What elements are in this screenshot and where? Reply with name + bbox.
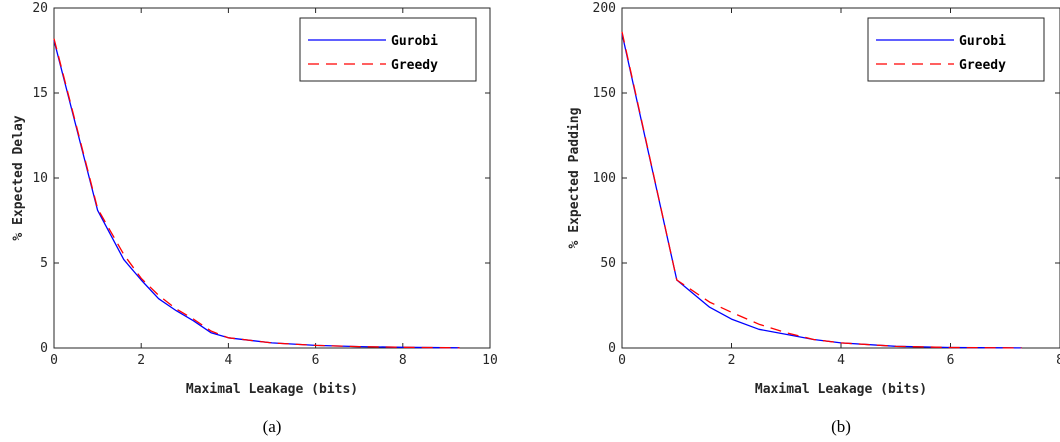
- plot-area: 0 2 4 6 8 10 0 5 10 15 20: [32, 1, 497, 368]
- x-tick-label: 0: [618, 353, 626, 368]
- y-tick-label: 100: [593, 171, 616, 186]
- x-tick-label: 8: [1056, 353, 1060, 368]
- legend-box: [867, 17, 1045, 82]
- x-tick-label: 8: [399, 353, 407, 368]
- x-tick-label: 4: [837, 353, 845, 368]
- x-tick-label: 6: [312, 353, 320, 368]
- x-tick-label: 10: [482, 353, 498, 368]
- series-line-gurobi: [53, 40, 460, 349]
- legend-box: [299, 17, 477, 82]
- series-line-greedy: [53, 38, 460, 349]
- legend-label-greedy: Greedy: [959, 58, 1006, 73]
- x-tick-label: 6: [947, 353, 955, 368]
- legend: Gurobi Greedy: [867, 17, 1045, 82]
- plot-area: 0 2 4 6 8 0 50 100 150 200: [593, 1, 1060, 368]
- chart-panel-a: 0 2 4 6 8 10 0 5 10 15 20 Maximal Leakage (bits) %…: [11, 1, 498, 436]
- x-tick-label: 0: [50, 353, 58, 368]
- legend-label-gurobi: Gurobi: [391, 34, 438, 49]
- series-line-greedy: [621, 31, 1022, 349]
- y-tick-label: 5: [40, 256, 48, 271]
- y-axis-label: % Expected Padding: [567, 108, 582, 249]
- caption-a: (a): [263, 417, 282, 436]
- x-tick-label: 2: [137, 353, 145, 368]
- x-tick-label: 2: [728, 353, 736, 368]
- caption-b: (b): [831, 417, 851, 436]
- x-axis-label: Maximal Leakage (bits): [755, 382, 927, 397]
- y-tick-label: 150: [593, 86, 616, 101]
- legend-label-greedy: Greedy: [391, 58, 438, 73]
- y-tick-label: 15: [32, 86, 48, 101]
- x-axis-label: Maximal Leakage (bits): [186, 382, 358, 397]
- y-tick-label: 200: [593, 1, 616, 16]
- legend-label-gurobi: Gurobi: [959, 34, 1006, 49]
- legend: Gurobi Greedy: [299, 17, 477, 82]
- y-tick-label: 0: [40, 341, 48, 356]
- y-tick-label: 20: [32, 1, 48, 16]
- y-tick-label: 0: [608, 341, 616, 356]
- y-axis-label: % Expected Delay: [11, 115, 26, 240]
- chart-panel-b: 0 2 4 6 8 0 50 100 150 200 Maximal Leakage (bits)…: [567, 1, 1060, 436]
- x-tick-label: 4: [224, 353, 232, 368]
- y-tick-label: 10: [32, 171, 48, 186]
- y-tick-label: 50: [600, 256, 616, 271]
